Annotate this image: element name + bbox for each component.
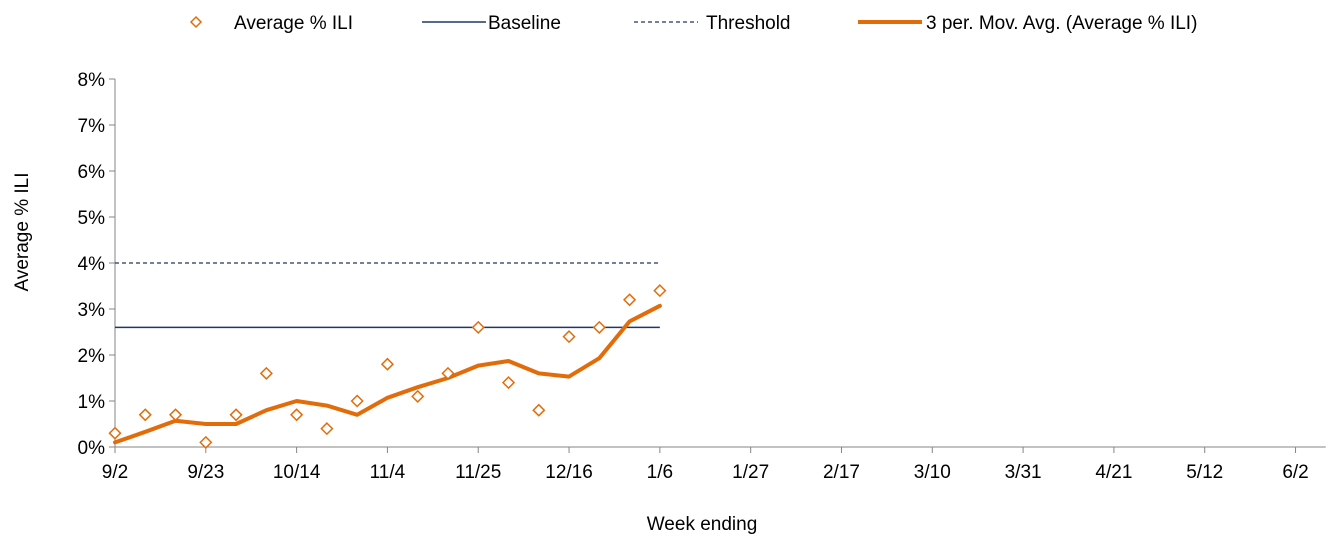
ili-data-point (108, 426, 122, 440)
ili-data-point (290, 408, 304, 422)
ili-data-point (441, 366, 455, 380)
x-tick-label: 1/27 (732, 462, 769, 483)
ili-data-point (532, 403, 546, 417)
ili-data-point (229, 408, 243, 422)
ili-data-point (653, 284, 667, 298)
x-tick-label: 9/23 (187, 462, 224, 483)
x-tick-label: 10/14 (273, 462, 321, 483)
y-tick-label: 8% (78, 70, 106, 91)
y-tick-label: 5% (78, 208, 106, 229)
x-tick-label: 9/2 (102, 462, 128, 483)
x-tick-label: 3/10 (914, 462, 951, 483)
y-axis-title: Average % ILI (12, 172, 33, 291)
plot-area (109, 78, 1326, 453)
legend-label-threshold: Threshold (706, 13, 791, 34)
ili-data-point (592, 320, 606, 334)
ili-data-point (138, 408, 152, 422)
y-axis: 0% 1% 2% 3% 4% 5% 6% 7% 8% (78, 70, 106, 459)
legend: Average % ILI Baseline Threshold 3 per. Mov… (189, 13, 1197, 34)
x-tick-label: 11/4 (370, 462, 406, 483)
x-tick-label: 12/16 (545, 462, 593, 483)
x-tick-label: 2/17 (823, 462, 860, 483)
y-tick-label: 0% (78, 438, 106, 459)
ili-data-point (471, 320, 485, 334)
legend-label-baseline: Baseline (488, 13, 561, 34)
y-tick-label: 7% (78, 116, 106, 137)
ili-data-point (411, 389, 425, 403)
ili-data-point (168, 408, 183, 422)
x-tick-label: 5/12 (1186, 462, 1223, 483)
legend-marker-ili (189, 15, 203, 29)
legend-label-ili: Average % ILI (234, 13, 353, 34)
ili-data-point (320, 422, 334, 436)
y-tick-label: 2% (78, 346, 106, 367)
ili-data-point (562, 330, 576, 344)
ili-data-point (380, 357, 394, 371)
x-tick-label: 11/25 (455, 462, 501, 483)
x-axis-title: Week ending (647, 514, 758, 535)
x-tick-label: 4/21 (1095, 462, 1132, 483)
y-tick-label: 4% (78, 254, 106, 275)
x-axis: 9/2 9/23 10/14 11/4 11/25 12/16 1/6 1/27 2/17 3/1… (102, 462, 1309, 483)
series-layer (108, 262, 667, 449)
y-tick-label: 6% (78, 162, 106, 183)
moving-average-line (113, 303, 662, 445)
y-tick-label: 1% (78, 392, 106, 413)
x-tick-label: 3/31 (1005, 462, 1042, 483)
ili-data-point (259, 366, 273, 380)
ili-data-point (350, 394, 364, 408)
legend-label-moving-average: 3 per. Mov. Avg. (Average % ILI) (926, 13, 1197, 34)
ili-data-point (199, 435, 213, 449)
x-tick-label: 1/6 (647, 462, 673, 483)
x-tick-label: 6/2 (1282, 462, 1308, 483)
y-tick-label: 3% (78, 300, 106, 321)
ili-data-point (623, 293, 637, 307)
ili-data-point (501, 376, 516, 390)
